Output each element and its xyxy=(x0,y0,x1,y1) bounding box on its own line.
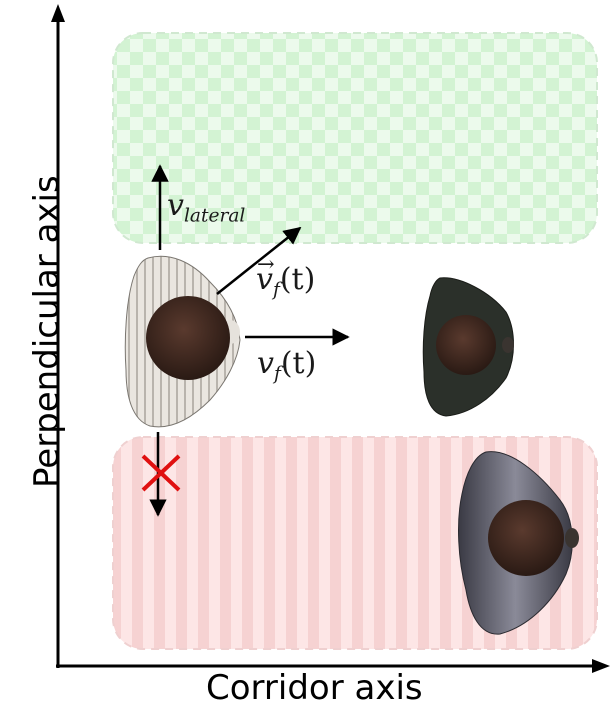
forward-velocity-subscript: f xyxy=(274,364,281,385)
x-axis-arrowhead xyxy=(592,659,610,673)
y-axis-arrowhead xyxy=(51,4,65,22)
pedestrian-ahead-icon xyxy=(423,278,514,416)
forward-velocity-argument: (t) xyxy=(281,346,316,381)
resultant-velocity-subscript: f xyxy=(273,280,280,301)
y-axis-label: Perpendicular axis xyxy=(27,208,67,488)
pedestrian-main-icon xyxy=(125,256,240,427)
resultant-velocity-label: → vf(t) xyxy=(256,262,315,301)
lateral-velocity-symbol: v xyxy=(167,188,184,223)
lateral-velocity-subscript: lateral xyxy=(184,206,245,227)
forward-velocity-label: vf(t) xyxy=(257,346,316,385)
resultant-velocity-argument: (t) xyxy=(280,262,315,297)
forward-velocity-symbol: v xyxy=(257,346,274,381)
x-axis-label: Corridor axis xyxy=(206,668,423,708)
vector-arrow-icon: → xyxy=(257,252,275,276)
lateral-velocity-label: vlateral xyxy=(167,188,245,227)
